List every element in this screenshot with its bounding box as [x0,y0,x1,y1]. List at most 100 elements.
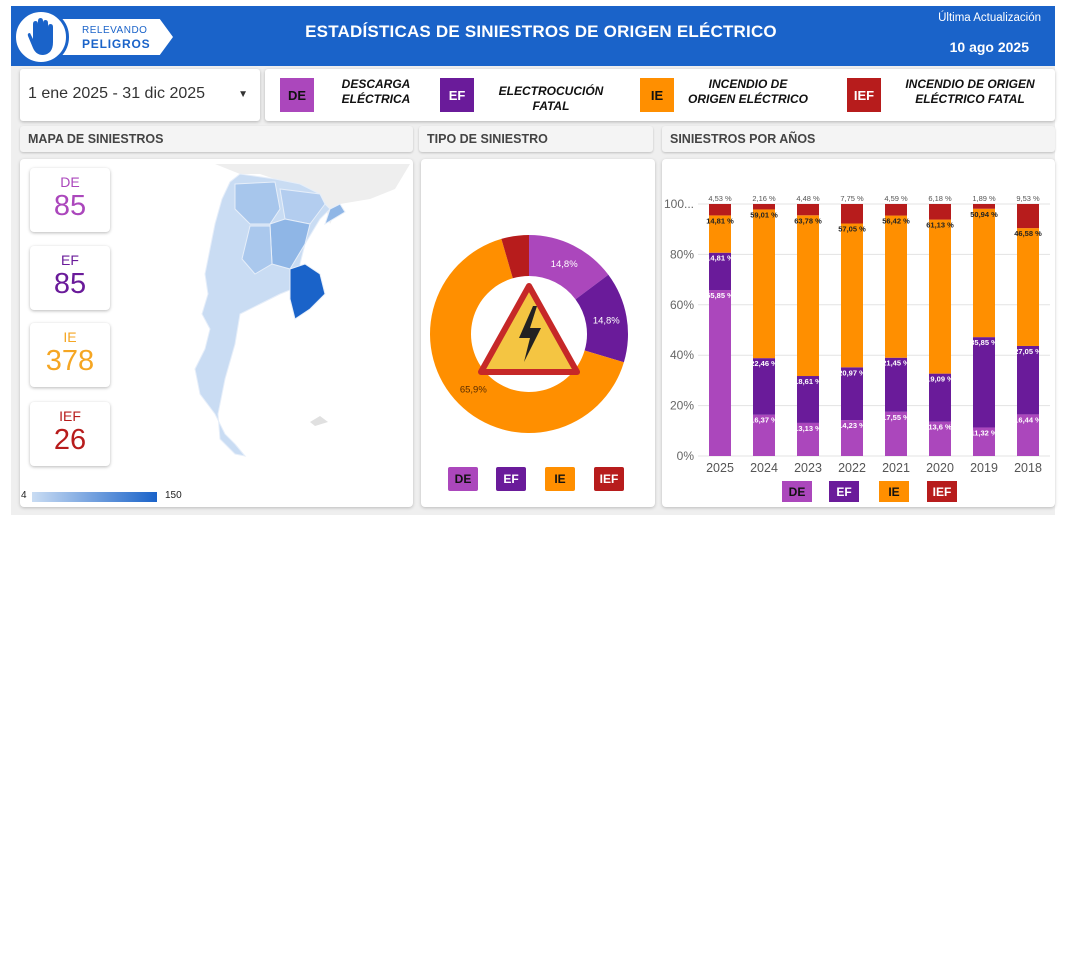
map-province-northeast[interactable] [279,188,326,225]
section-header-map: MAPA DE SINIESTROS [20,126,413,152]
donut-slice-ef[interactable] [575,274,628,363]
bar-label-ef-2019: 35,85 % [970,338,998,347]
bar-segment-ief-2023[interactable] [797,204,819,216]
bar-label-ef-2022: 20,97 % [838,368,866,377]
bar-segment-ef-2025[interactable] [709,252,731,291]
x-tick-label: 2023 [794,461,822,475]
bar-segment-ie-2020[interactable] [929,219,951,374]
map-color-scale [32,492,157,502]
bar-label-ief-2024: 2,16 % [752,194,776,203]
bar-segment-ief-2018[interactable] [1017,204,1039,229]
donut-legend-ef[interactable]: EF [496,467,526,491]
legend-label-de: DESCARGA ELÉCTRICA [331,77,421,107]
kpi-ef: EF 85 [30,246,110,310]
years-stacked-bar-chart[interactable]: 0% 20% 40% 60% 80% 100... 65,85 % 14,81 % 14,81 … [662,159,1055,507]
y-tick-label: 80% [670,247,694,261]
y-tick-label: 60% [670,298,694,312]
bar-segment-ie-2018[interactable] [1017,228,1039,346]
electric-warning-icon [478,283,580,375]
bar-segment-de-2021[interactable] [885,411,907,456]
kpi-de: DE 85 [30,168,110,232]
map-province-cordoba[interactable] [241,225,273,275]
bar-label-ef-2020: 19,09 % [926,375,954,384]
bars-legend-chip-ef[interactable] [829,481,859,502]
header-bar: RELEVANDO PELIGROS ESTADÍSTICAS DE SINIE… [11,6,1055,66]
legend-badge-ie: IE [640,78,674,112]
bar-segment-ie-2024[interactable] [753,209,775,359]
x-tick-label: 2021 [882,461,910,475]
logo-text-line2: PELIGROS [82,37,151,51]
bars-legend-chip-de[interactable] [782,481,812,502]
bar-segment-de-2024[interactable] [753,414,775,456]
bar-label-de-2023: 13,13 % [794,424,822,433]
bar-segment-ief-2021[interactable] [885,204,907,216]
bar-label-ief-2019: 1,89 % [972,194,996,203]
legend-label-de-l2: ELÉCTRICA [341,92,411,106]
logo-circle [13,9,69,65]
legend-badge-de: DE [280,78,314,112]
bar-segment-ief-2022[interactable] [841,204,863,224]
bar-segment-ef-2022[interactable] [841,367,863,421]
map-province-santa-fe[interactable] [269,218,311,270]
bar-segment-de-2022[interactable] [841,420,863,456]
kpi-ief: IEF 26 [30,402,110,466]
legend-label-ie-l2: ORIGEN ELÉCTRICO [687,92,808,106]
bar-segment-ief-2025[interactable] [709,204,731,216]
donut-legend-ie[interactable]: IE [545,467,575,491]
bar-segment-ef-2020[interactable] [929,373,951,422]
legend-label-ef-l1: ELECTROCUCIÓN [498,84,604,98]
bar-segment-ef-2018[interactable] [1017,345,1039,415]
donut-label-ie: 65,9% [460,384,487,395]
bar-segment-de-2020[interactable] [929,421,951,456]
bar-segment-de-2025[interactable] [709,290,731,456]
bar-segment-ef-2024[interactable] [753,358,775,415]
map-province-misiones[interactable] [324,203,346,226]
bar-label-ie-2024: 59,01 % [750,210,778,219]
section-header-type: TIPO DE SINIESTRO [419,126,653,152]
bars-legend-label-ie: IE [888,485,899,499]
bar-segment-ef-2023[interactable] [797,376,819,423]
kpi-ef-label: EF [61,252,79,268]
map-province-buenos-aires[interactable] [289,263,326,320]
bar-label-ief-2020: 6,18 % [928,194,952,203]
years-panel: 0% 20% 40% 60% 80% 100... 65,85 % 14,81 % 14,81 … [662,159,1055,507]
donut-legend-ief[interactable]: IEF [594,467,624,491]
x-tick-label: 2018 [1014,461,1042,475]
date-range-picker[interactable]: 1 ene 2025 - 31 dic 2025 ▼ [20,69,260,121]
legend-label-ie-l1: INCENDIO DE [708,77,788,91]
donut-slice-de[interactable] [529,235,609,300]
donut-slice-ief[interactable] [501,235,529,279]
kpi-ief-label: IEF [59,408,81,424]
bar-segment-ef-2019[interactable] [973,337,995,428]
bar-label-de-2024: 16,37 % [750,416,778,425]
bars-legend-chip-ie[interactable] [879,481,909,502]
bar-segment-ief-2019[interactable] [973,204,995,209]
bar-label-ef-2024: 22,46 % [750,359,778,368]
x-tick-label: 2020 [926,461,954,475]
section-header-years: SINIESTROS POR AÑOS [662,126,1055,152]
bar-segment-ie-2021[interactable] [885,215,907,358]
bar-segment-ef-2021[interactable] [885,357,907,412]
bar-segment-ief-2024[interactable] [753,204,775,210]
bar-segment-ie-2019[interactable] [973,208,995,338]
type-donut-chart[interactable]: 14,8% 14,8% 65,9% [429,234,629,434]
dropdown-caret-icon[interactable]: ▼ [238,89,248,100]
map-panel: DE 85 EF 85 IE 378 IEF 26 4 150 [20,159,413,507]
argentina-choropleth-map[interactable] [180,164,410,464]
y-tick-label: 100... [664,197,694,211]
bar-segment-de-2018[interactable] [1017,414,1039,456]
bar-segment-de-2019[interactable] [973,427,995,456]
y-tick-label: 0% [677,449,695,463]
bar-segment-ief-2020[interactable] [929,204,951,220]
bar-label-ief-2018: 9,53 % [1016,194,1040,203]
donut-legend-de[interactable]: DE [448,467,478,491]
bar-label-ie-2018: 46,58 % [1014,229,1042,238]
bars-legend-chip-ief[interactable] [927,481,957,502]
legend-badge-ef: EF [440,78,474,112]
bar-segment-de-2023[interactable] [797,422,819,456]
donut-label-ef: 14,8% [593,315,620,326]
bar-segment-ie-2022[interactable] [841,223,863,368]
bar-segment-ie-2023[interactable] [797,215,819,377]
bar-segment-ie-2025[interactable] [709,215,731,253]
donut-slice-ie[interactable] [429,238,624,433]
